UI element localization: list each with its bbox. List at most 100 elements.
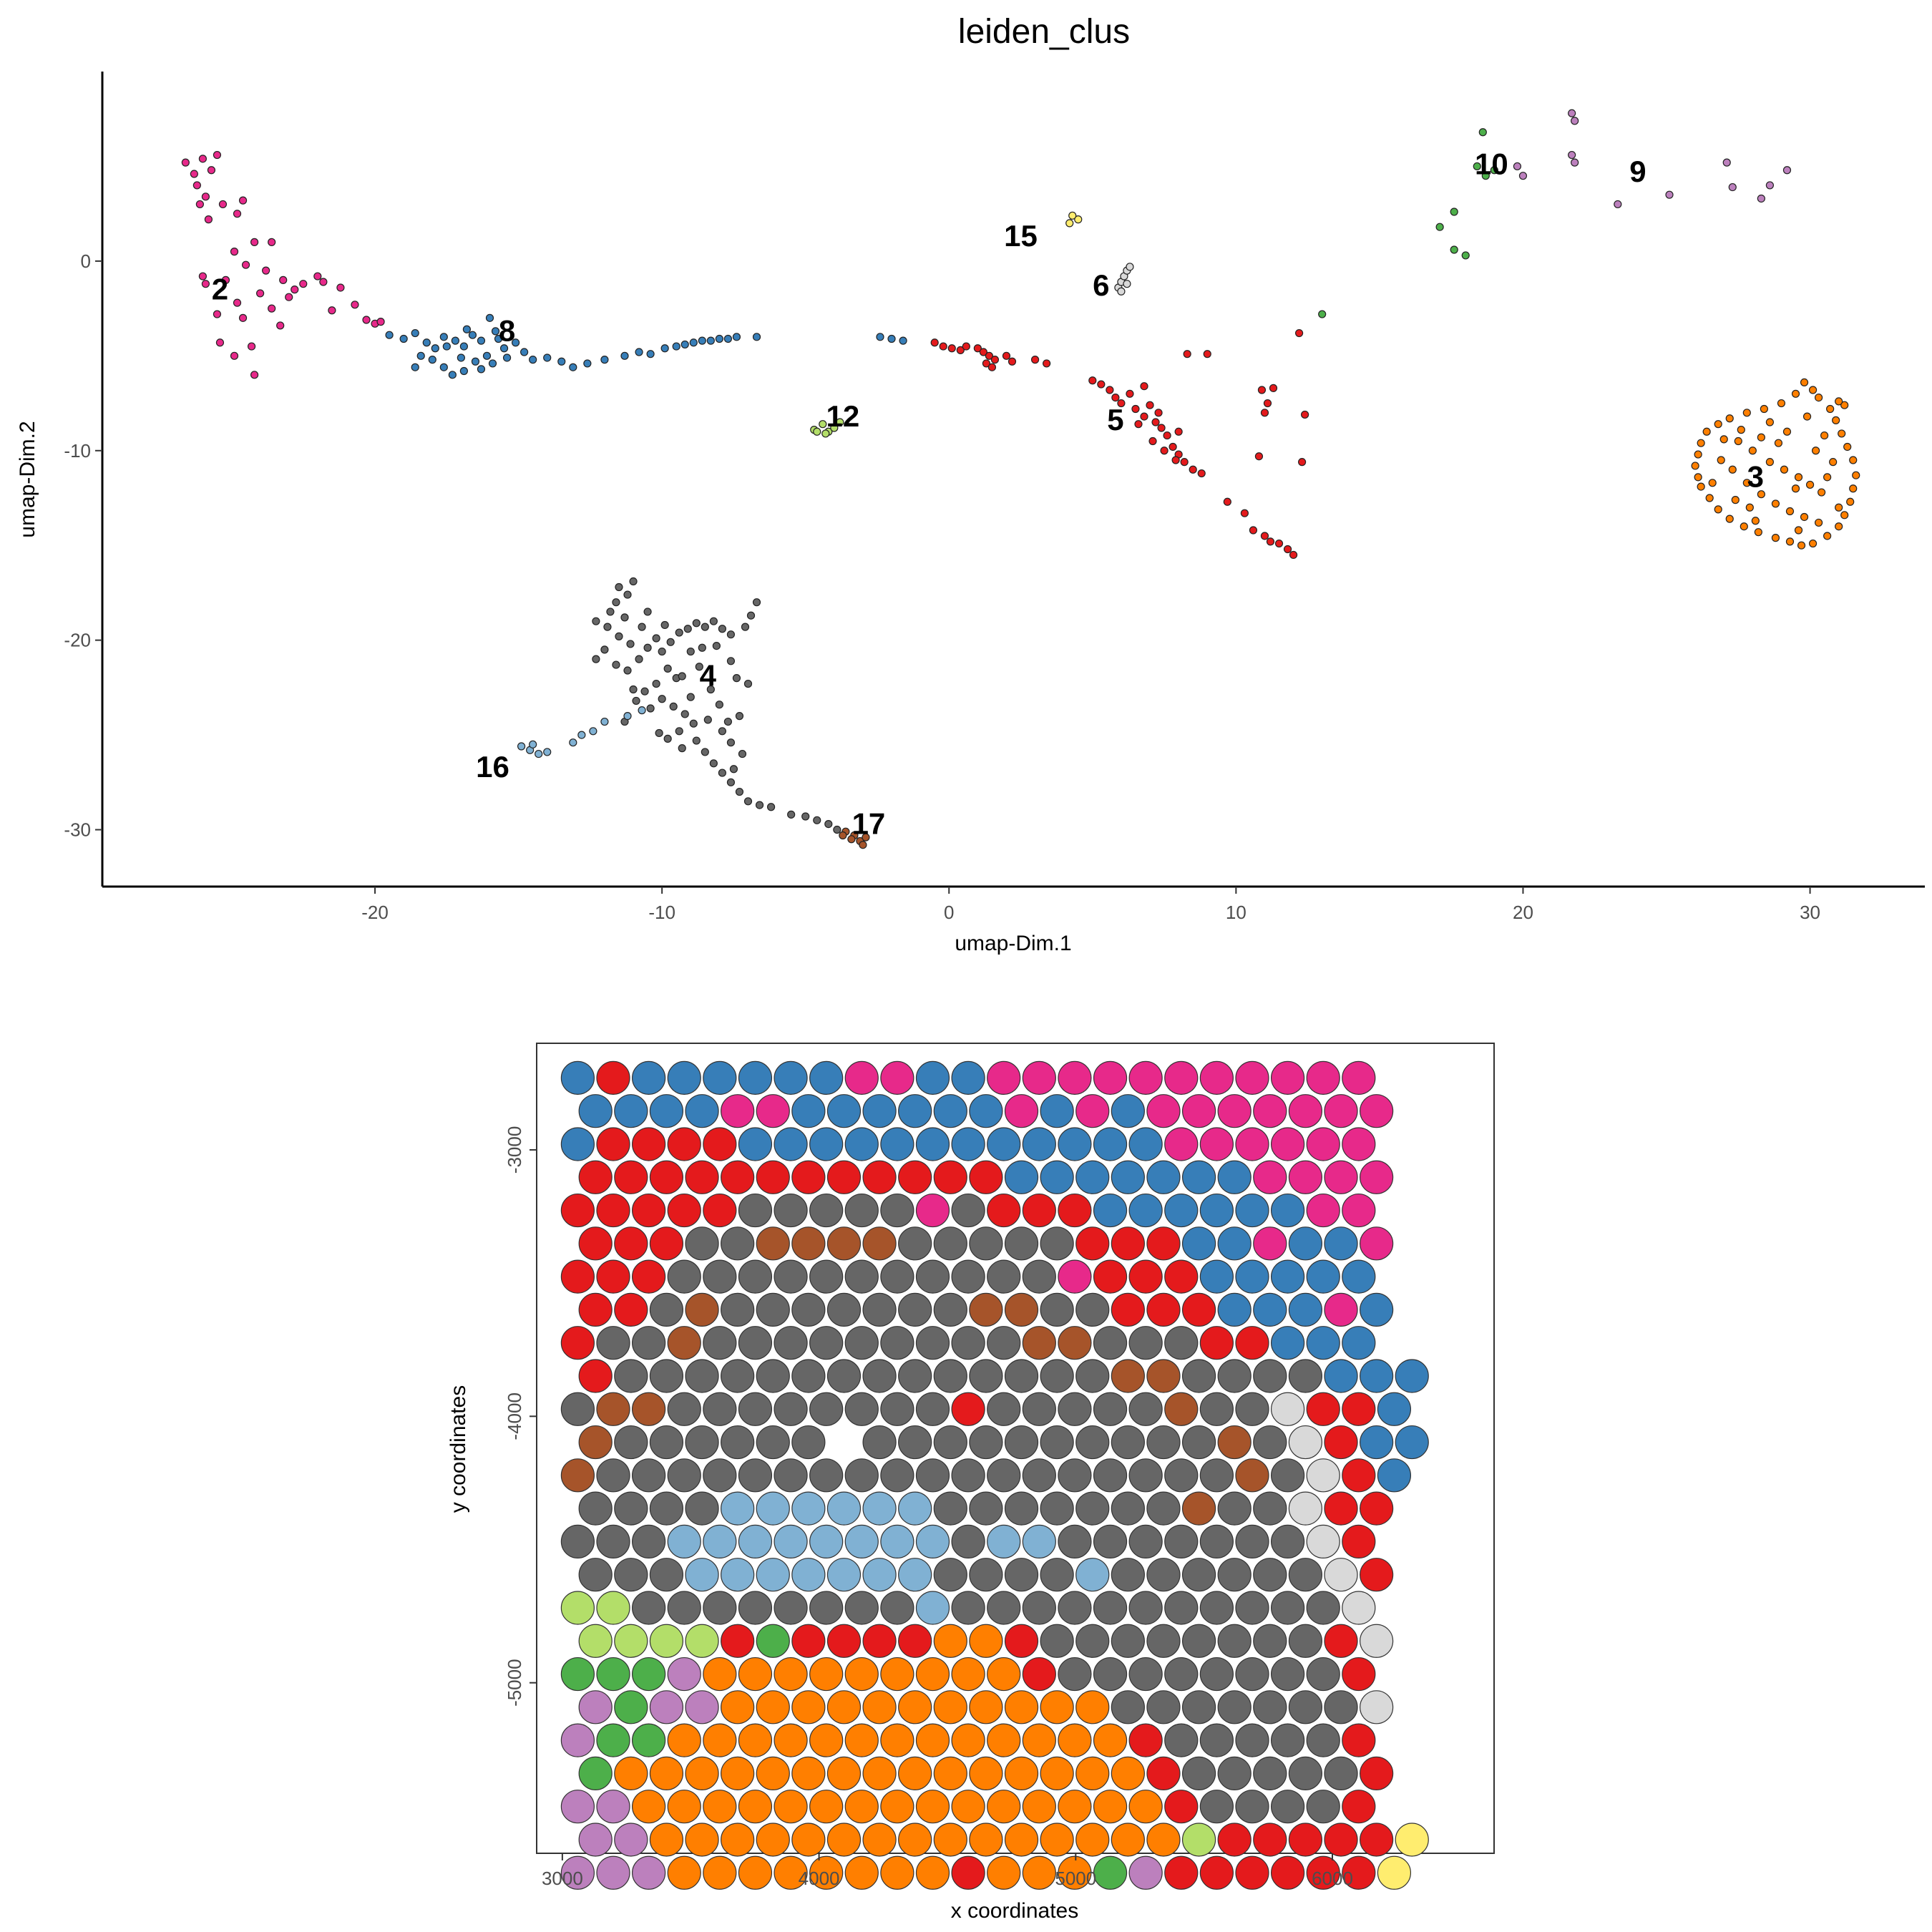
umap-point-cluster-2 xyxy=(233,210,242,218)
spatial-spot xyxy=(1093,1193,1128,1228)
umap-point-cluster-8 xyxy=(723,334,733,343)
spatial-spot xyxy=(1004,1558,1039,1592)
umap-point-cluster-3 xyxy=(1840,401,1849,409)
umap-point-cluster-5 xyxy=(1254,452,1264,461)
spatial-spot xyxy=(1093,1657,1128,1692)
spatial-spot xyxy=(1199,1326,1234,1360)
spatial-spot xyxy=(1377,1392,1412,1426)
umap-point-cluster-4 xyxy=(626,640,635,648)
spatial-spot xyxy=(1111,1558,1145,1592)
spatial-spot xyxy=(1270,1127,1305,1161)
umap-point-cluster-8 xyxy=(416,351,425,360)
umap-point-cluster-3 xyxy=(1748,447,1757,455)
spatial-spot xyxy=(1004,1292,1039,1327)
umap-point-cluster-12 xyxy=(813,427,821,436)
umap-point-cluster-3 xyxy=(1840,511,1849,519)
spatial-spot xyxy=(951,1524,985,1559)
spatial-spot xyxy=(560,1524,595,1559)
spatial-spot xyxy=(880,1855,914,1890)
spatial-spot xyxy=(915,1326,950,1360)
spatial-spot xyxy=(578,1690,613,1724)
umap-point-cluster-3 xyxy=(1802,412,1812,421)
umap-point-cluster-2 xyxy=(218,200,228,209)
umap-point-cluster-3 xyxy=(1708,479,1717,487)
spatial-spot xyxy=(844,1060,879,1096)
spatial-spot xyxy=(685,1624,719,1658)
umap-point-cluster-8 xyxy=(543,353,552,362)
spatial-spot xyxy=(862,1624,897,1658)
spatial-spot xyxy=(738,1458,773,1493)
umap-point-cluster-9 xyxy=(1722,158,1731,167)
spatial-spot xyxy=(1164,1193,1199,1228)
spatial-spot xyxy=(1022,1657,1056,1692)
umap-point-cluster-5 xyxy=(1111,393,1120,402)
spatial-spot xyxy=(826,1690,862,1724)
spatial-spot xyxy=(951,1127,985,1161)
spatial-spot xyxy=(880,1591,914,1625)
spatial-spot xyxy=(1022,1326,1056,1360)
spatial-spot xyxy=(1342,1193,1376,1228)
spatial-spot xyxy=(898,1823,932,1857)
spatial-spot xyxy=(1235,1127,1269,1161)
spatial-spot xyxy=(1181,1558,1216,1592)
umap-cluster-label: 3 xyxy=(1747,460,1764,494)
spatial-spot xyxy=(915,1127,950,1161)
spatial-spot xyxy=(685,1558,719,1592)
spatial-spot xyxy=(1306,1657,1340,1692)
umap-point-cluster-15 xyxy=(1068,211,1077,220)
spatial-spot xyxy=(880,1060,914,1096)
umap-point-cluster-3 xyxy=(1731,496,1740,504)
spatial-spot xyxy=(756,1160,790,1194)
umap-point-cluster-17 xyxy=(839,831,847,840)
umap-point-cluster-2 xyxy=(207,166,216,175)
umap-cluster-label: 6 xyxy=(1093,268,1109,302)
umap-point-cluster-3 xyxy=(1757,490,1765,499)
spatial-spot xyxy=(667,1392,701,1426)
spatial-spot xyxy=(703,1657,737,1692)
spatial-spot xyxy=(632,1458,666,1493)
spatial-spot xyxy=(826,1756,862,1791)
spatial-spot xyxy=(1004,1226,1039,1261)
spatial-spot xyxy=(862,1558,897,1592)
spatial-spot xyxy=(1270,1723,1305,1757)
umap-point-cluster-4 xyxy=(646,704,655,713)
umap-point-cluster-5 xyxy=(1189,465,1197,474)
umap-point-cluster-4 xyxy=(663,664,672,673)
umap-point-cluster-5 xyxy=(1151,418,1160,426)
spatial-spot xyxy=(1342,1723,1376,1757)
spatial-spot xyxy=(826,1226,862,1261)
umap-point-cluster-4 xyxy=(623,590,632,599)
umap-point-cluster-9 xyxy=(1518,172,1528,180)
umap-point-cluster-3 xyxy=(1849,456,1858,464)
spatial-spot xyxy=(1324,1690,1358,1724)
spatial-spot xyxy=(915,1392,950,1426)
spatial-spot xyxy=(703,1723,737,1757)
spatial-spot xyxy=(987,1259,1021,1294)
spatial-spot xyxy=(703,1790,737,1824)
spatial-spot xyxy=(649,1160,684,1194)
umap-point-cluster-8 xyxy=(646,350,655,358)
umap-point-cluster-4 xyxy=(689,719,698,728)
spatial-spot xyxy=(1199,1657,1234,1692)
spatial-spot xyxy=(826,1094,862,1128)
umap-point-cluster-5 xyxy=(1301,410,1309,419)
spatial-spot xyxy=(1022,1790,1056,1824)
spatial-spot xyxy=(1217,1292,1252,1327)
spatial-spot xyxy=(951,1657,985,1692)
spatial-spot xyxy=(560,1591,595,1625)
spatial-spot xyxy=(1164,1524,1199,1559)
spatial-spot xyxy=(1360,1425,1394,1460)
spatial-spot xyxy=(1235,1723,1269,1757)
umap-point-cluster-2 xyxy=(376,318,385,326)
spatial-spot xyxy=(1360,1558,1394,1592)
umap-point-cluster-5 xyxy=(1157,424,1166,432)
umap-point-cluster-9 xyxy=(1765,181,1775,190)
spatial-spot xyxy=(1235,1458,1269,1493)
spatial-spot xyxy=(1040,1624,1074,1658)
spatial-spot xyxy=(1111,1690,1145,1724)
umap-point-cluster-10 xyxy=(1481,172,1490,180)
umap-point-cluster-8 xyxy=(698,336,706,345)
spatial-spot xyxy=(826,1359,862,1393)
umap-point-cluster-2 xyxy=(256,289,265,298)
spatial-spot xyxy=(1004,1690,1039,1724)
